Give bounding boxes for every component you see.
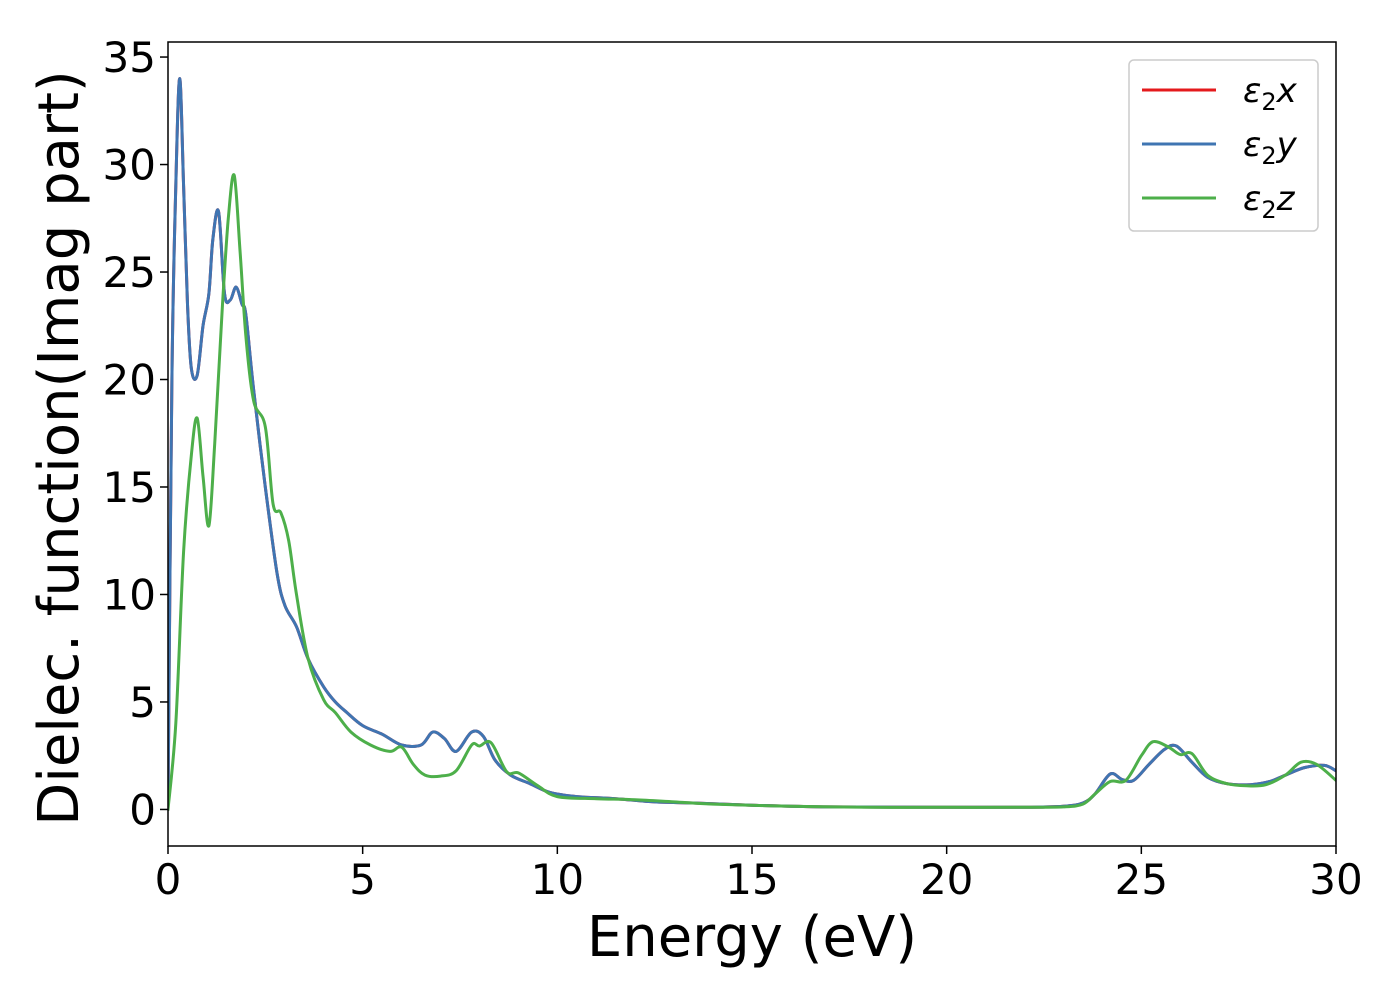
y-tick-label: 5 xyxy=(129,678,156,727)
y-tick-label: 10 xyxy=(103,570,156,619)
x-tick-label: 10 xyxy=(531,855,584,904)
series-line-y xyxy=(168,77,1336,811)
y-tick-label: 35 xyxy=(103,33,156,82)
y-tick-label: 25 xyxy=(103,248,156,297)
y-tick-label: 15 xyxy=(103,463,156,512)
legend-label-x: ε2x xyxy=(1243,71,1298,116)
x-tick-label: 20 xyxy=(920,855,973,904)
y-axis-title: Dielec. function(Imag part) xyxy=(27,70,92,826)
series-line-z xyxy=(168,173,1336,811)
x-axis-title: Energy (eV) xyxy=(587,905,917,970)
legend-label-z: ε2z xyxy=(1243,179,1296,224)
x-tick-label: 15 xyxy=(725,855,778,904)
legend-box xyxy=(1128,59,1319,232)
x-tick-label: 30 xyxy=(1309,855,1362,904)
y-tick-label: 20 xyxy=(103,356,156,405)
x-tick-label: 5 xyxy=(349,855,376,904)
y-tick-label: 30 xyxy=(103,141,156,190)
axes: 0 5 10 15 20 25 30 0 5 10 15 20 25 30 35 xyxy=(103,33,1363,904)
plot-area xyxy=(168,77,1336,811)
legend-label-y: ε2y xyxy=(1243,125,1298,170)
legend: ε2x ε2y ε2z xyxy=(1128,59,1319,232)
x-tick-label: 25 xyxy=(1115,855,1168,904)
x-tick-label: 0 xyxy=(155,855,182,904)
y-tick-label: 0 xyxy=(129,785,156,834)
